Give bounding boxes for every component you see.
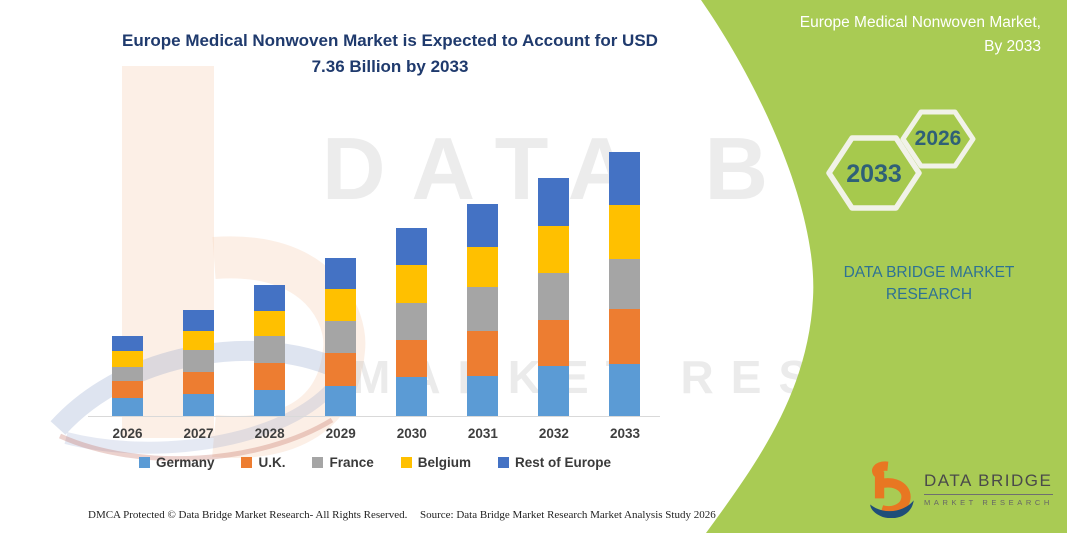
bar-segment-2026-rest-of-europe [112, 335, 143, 352]
bar-segment-2032-france [538, 272, 570, 320]
bar-segment-2030-u-k- [396, 340, 428, 377]
panel-brand-text: DATA BRIDGE MARKET RESEARCH [808, 262, 1050, 307]
footer-source: Source: Data Bridge Market Research Mark… [420, 509, 716, 521]
bar-segment-2031-rest-of-europe [467, 204, 499, 247]
legend-item-rest-of-europe: Rest of Europe [498, 455, 611, 470]
bar-segment-2030-germany [396, 376, 428, 416]
bar-segment-2030-france [396, 302, 428, 341]
logo-b-bowl [878, 478, 911, 516]
bar-segment-2031-germany [467, 376, 499, 416]
legend-item-france: France [312, 455, 374, 470]
bar-segment-2033-belgium [609, 205, 641, 259]
hexagon-2033-label: 2033 [846, 160, 902, 188]
x-axis-label-2031: 2031 [467, 426, 498, 441]
logo-name: DATA BRIDGE [924, 471, 1053, 495]
legend: Germany U.K. France Belgium Rest of Europe [88, 455, 662, 470]
bar-segment-2033-france [609, 258, 641, 310]
bar-segment-2027-france [183, 350, 215, 373]
legend-swatch-u-k- [241, 457, 253, 468]
logo-b-stem [872, 461, 889, 499]
bar-segment-2032-belgium [538, 225, 570, 273]
legend-label-rest-of-europe: Rest of Europe [515, 455, 612, 470]
bar-segment-2029-rest-of-europe [325, 257, 357, 290]
legend-swatch-germany [138, 457, 150, 468]
x-axis-label-2033: 2033 [609, 426, 640, 441]
bar-segment-2030-rest-of-europe [396, 227, 428, 266]
logo-texts: DATA BRIDGE MARKET RESEARCH [924, 471, 1053, 507]
logo-subtitle: MARKET RESEARCH [924, 498, 1053, 507]
panel-header: Europe Medical Nonwoven Market, By 2033 [711, 11, 1041, 59]
bar-segment-2026-belgium [112, 351, 143, 367]
x-axis-label-2026: 2026 [112, 426, 143, 441]
bar-segment-2026-u-k- [112, 380, 143, 399]
green-panel-shape [701, 0, 1067, 533]
legend-label-belgium: Belgium [417, 455, 472, 470]
bar-segment-2028-germany [254, 390, 286, 416]
bar-segment-2027-belgium [183, 331, 215, 351]
bar-segment-2027-rest-of-europe [183, 310, 215, 332]
x-axis-label-2032: 2032 [538, 426, 569, 441]
bar-segment-2033-u-k- [609, 309, 641, 364]
watermark-red-arc [58, 417, 334, 462]
legend-item-belgium: Belgium [400, 455, 472, 470]
legend-swatch-rest-of-europe [498, 457, 510, 468]
legend-label-france: France [329, 455, 374, 470]
bar-segment-2028-rest-of-europe [254, 284, 286, 312]
x-axis-label-2030: 2030 [396, 426, 427, 441]
legend-swatch-belgium [400, 457, 412, 468]
bar-segment-2029-france [325, 320, 357, 354]
watermark-swoosh-bottom [64, 368, 350, 454]
hexagon-2033 [826, 135, 922, 211]
bar-segment-2033-germany [609, 363, 641, 416]
chart-title-line1: Europe Medical Nonwoven Market is Expect… [122, 31, 658, 50]
bar-segment-2029-belgium [325, 289, 357, 321]
legend-label-u-k-: U.K. [258, 455, 286, 470]
logo-swoosh [870, 500, 914, 518]
bar-segment-2033-rest-of-europe [609, 152, 641, 206]
bar-segment-2026-germany [112, 398, 143, 416]
bar-segment-2030-belgium [396, 265, 428, 303]
panel-brand-line1: DATA BRIDGE MARKET [843, 264, 1015, 281]
bar-segment-2027-germany [183, 394, 215, 416]
x-axis-line [88, 416, 660, 417]
x-axis-label-2028: 2028 [254, 426, 285, 441]
x-axis-label-2027: 2027 [183, 426, 214, 441]
bar-segment-2029-germany [325, 385, 357, 416]
legend-item-u-k-: U.K. [241, 455, 285, 470]
panel-brand-line2: RESEARCH [885, 286, 973, 304]
bar-segment-2032-rest-of-europe [538, 178, 570, 226]
bar-segment-2028-france [254, 336, 286, 363]
bar-segment-2028-u-k- [254, 362, 286, 391]
hexagon-2026-label: 2026 [914, 127, 962, 150]
footer-dmca: DMCA Protected © Data Bridge Market Rese… [88, 509, 408, 521]
legend-label-germany: Germany [155, 455, 215, 470]
panel-header-line2: By 2033 [984, 38, 1041, 56]
bar-segment-2032-u-k- [538, 319, 570, 366]
panel-header-line1: Europe Medical Nonwoven Market, [799, 14, 1041, 31]
x-axis-label-2029: 2029 [325, 426, 356, 441]
bar-segment-2029-u-k- [325, 353, 357, 386]
legend-item-germany: Germany [138, 455, 215, 470]
bar-segment-2031-u-k- [467, 331, 499, 377]
bar-segment-2026-france [112, 366, 143, 381]
bar-segment-2031-france [467, 286, 499, 332]
data-bridge-logo-icon [870, 461, 914, 518]
chart-title-line2: 7.36 Billion by 2033 [311, 56, 469, 76]
bar-segment-2027-u-k- [183, 372, 215, 395]
bar-segment-2032-germany [538, 365, 570, 416]
legend-swatch-france [312, 457, 324, 468]
data-bridge-logo: DATA BRIDGE MARKET RESEARCH [868, 460, 1053, 518]
hexagon-2026 [900, 109, 976, 169]
chart-title: Europe Medical Nonwoven Market is Expect… [95, 28, 685, 79]
bar-segment-2028-belgium [254, 311, 286, 337]
bar-segment-2031-belgium [467, 246, 499, 287]
